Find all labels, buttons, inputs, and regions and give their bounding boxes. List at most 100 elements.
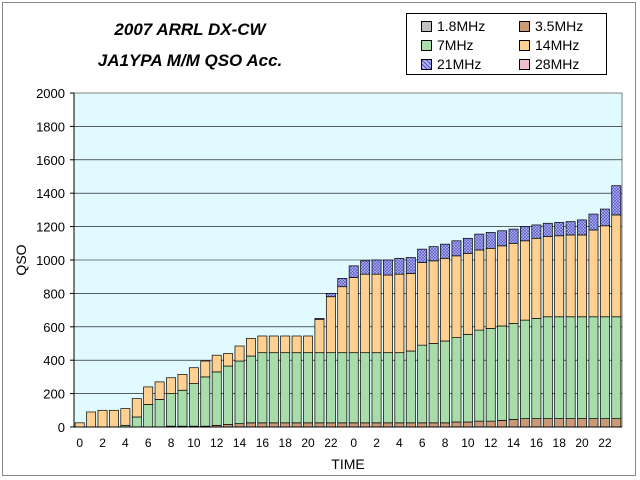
bar-3_5MHz <box>417 422 428 428</box>
bar-3_5MHz <box>588 418 599 428</box>
bar-3_5MHz <box>234 423 245 428</box>
bar-7MHz <box>428 343 439 424</box>
x-tick-label: 14 <box>507 436 521 450</box>
bar-7MHz <box>154 399 165 428</box>
bar-21MHz <box>451 240 462 257</box>
bar-7MHz <box>520 319 530 419</box>
bar-7MHz <box>257 352 268 424</box>
bar-14MHz <box>565 234 576 318</box>
y-tick-label: 1000 <box>36 253 65 268</box>
bar-14MHz <box>154 381 165 400</box>
bar-7MHz <box>371 352 382 424</box>
bar-14MHz <box>223 353 234 367</box>
bar-3_5MHz <box>257 422 268 428</box>
bar-7MHz <box>246 355 256 424</box>
bar-3_5MHz <box>348 422 359 428</box>
bar-7MHz <box>474 329 485 422</box>
bar-14MHz <box>428 260 439 344</box>
bar-14MHz <box>394 273 405 354</box>
chart-title-line-1: 2007 ARRL DX-CW <box>114 20 266 39</box>
bar-14MHz <box>177 374 188 391</box>
legend-label: 28MHz <box>535 56 580 72</box>
x-axis-label: TIME <box>331 456 364 472</box>
legend-label: 1.8MHz <box>437 18 486 34</box>
legend-item: 21MHz <box>421 56 481 72</box>
legend-swatch <box>519 39 530 51</box>
bar-3_5MHz <box>554 418 565 428</box>
bar-21MHz <box>314 318 325 320</box>
y-tick-label: 2000 <box>36 86 65 101</box>
bar-7MHz <box>394 352 405 424</box>
bar-3_5MHz <box>508 419 519 428</box>
bar-7MHz <box>417 344 428 424</box>
bar-14MHz <box>405 273 416 352</box>
bar-3_5MHz <box>520 418 530 428</box>
bar-14MHz <box>143 386 154 405</box>
x-tick-label: 16 <box>256 436 270 450</box>
y-tick-label: 200 <box>43 387 65 402</box>
bar-7MHz <box>588 316 599 420</box>
bar-3_5MHz <box>246 422 256 428</box>
bar-14MHz <box>462 252 473 335</box>
bar-14MHz <box>485 247 496 329</box>
y-tick-label: 800 <box>43 286 65 301</box>
legend-swatch <box>519 58 530 70</box>
bar-7MHz <box>497 325 508 421</box>
bar-21MHz <box>405 257 416 274</box>
legend-item: 7MHz <box>421 37 474 53</box>
bar-14MHz <box>508 242 519 324</box>
bar-14MHz <box>200 360 211 378</box>
bar-7MHz <box>383 352 393 424</box>
x-tick-label: 10 <box>461 436 475 450</box>
bar-7MHz <box>200 376 211 427</box>
bar-3_5MHz <box>291 422 302 428</box>
bar-14MHz <box>440 257 450 342</box>
bar-21MHz <box>542 222 553 237</box>
bar-21MHz <box>588 213 599 231</box>
bar-21MHz <box>565 221 576 236</box>
bar-3_5MHz <box>405 422 416 428</box>
bar-14MHz <box>234 345 245 362</box>
x-tick-label: 18 <box>279 436 293 450</box>
bar-7MHz <box>599 316 610 420</box>
bar-14MHz <box>348 277 359 354</box>
bar-3_5MHz <box>462 421 473 428</box>
bar-14MHz <box>268 335 279 354</box>
bar-3_5MHz <box>451 421 462 428</box>
x-tick-label: 22 <box>598 436 612 450</box>
bar-series <box>74 185 622 428</box>
bar-7MHz <box>314 352 325 424</box>
bar-3_5MHz <box>531 418 542 428</box>
bar-14MHz <box>497 245 508 327</box>
bar-21MHz <box>474 233 485 251</box>
legend-item: 1.8MHz <box>421 18 485 34</box>
bar-3_5MHz <box>565 418 576 428</box>
bar-21MHz <box>428 246 439 262</box>
bar-14MHz <box>291 335 302 354</box>
bar-3_5MHz <box>314 422 325 428</box>
bar-21MHz <box>417 248 428 263</box>
bar-7MHz <box>177 389 188 427</box>
legend-label: 7MHz <box>437 37 474 53</box>
bar-14MHz <box>314 318 325 354</box>
bar-14MHz <box>257 335 268 354</box>
x-tick-label: 6 <box>145 436 152 450</box>
bar-14MHz <box>599 225 610 318</box>
bar-7MHz <box>166 393 176 427</box>
bar-7MHz <box>508 323 519 420</box>
bar-21MHz <box>348 265 359 278</box>
bar-7MHz <box>291 352 302 424</box>
x-tick-label: 4 <box>396 436 403 450</box>
bar-14MHz <box>120 408 131 426</box>
bar-3_5MHz <box>394 422 405 428</box>
x-tick-label: 0 <box>350 436 357 450</box>
legend-item: 28MHz <box>519 56 579 72</box>
bar-21MHz <box>337 278 348 288</box>
bar-14MHz <box>383 274 393 354</box>
x-tick-label: 2 <box>99 436 106 450</box>
bar-7MHz <box>565 316 576 420</box>
bar-3_5MHz <box>440 422 450 428</box>
legend-label: 14MHz <box>535 37 580 53</box>
bar-7MHz <box>188 383 199 427</box>
bar-7MHz <box>531 318 542 420</box>
